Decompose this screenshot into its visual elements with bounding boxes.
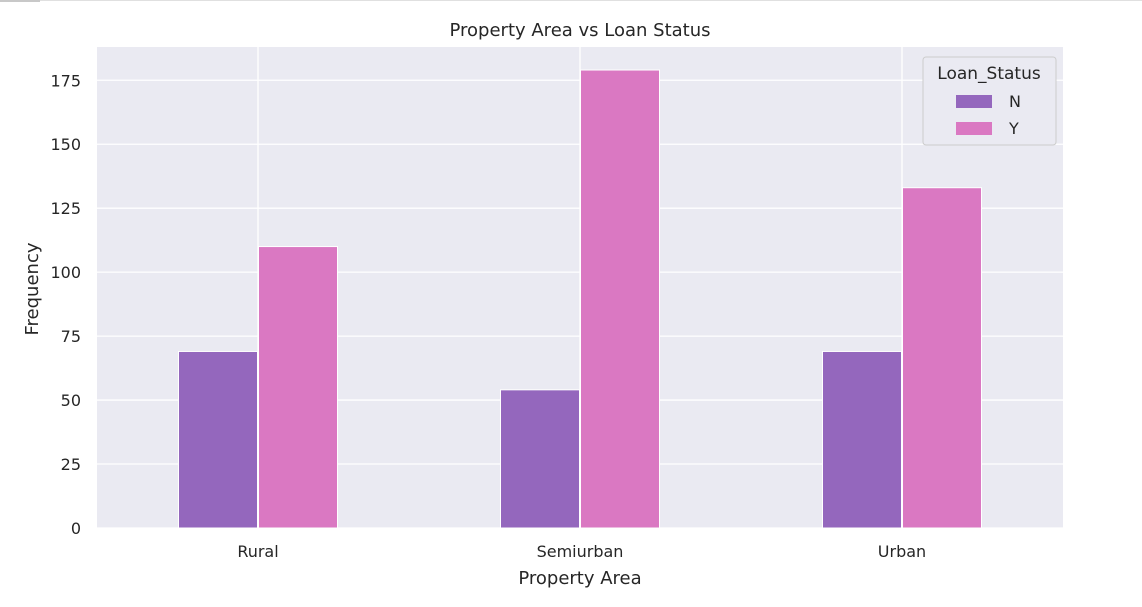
legend-swatch-y	[956, 122, 992, 135]
notebook-cell-border-accent	[0, 0, 40, 2]
y-tick-label: 75	[61, 327, 81, 346]
legend-entries: NY	[956, 92, 1021, 138]
legend-label-y: Y	[1008, 119, 1019, 138]
y-tick-label: 25	[61, 455, 81, 474]
bar-n-urban	[822, 350, 902, 529]
y-tick-label: 150	[50, 135, 81, 154]
bar-n-rural	[178, 350, 258, 529]
y-tick-label: 100	[50, 263, 81, 282]
x-tick-label: Urban	[878, 542, 926, 561]
x-axis-label: Property Area	[518, 568, 641, 589]
bars	[178, 69, 982, 529]
y-tick-label: 175	[50, 71, 81, 90]
legend-title: Loan_Status	[937, 64, 1041, 84]
bar-y-semiurban	[580, 69, 660, 529]
y-tick-label: 0	[71, 519, 81, 538]
x-tick-labels: Rural Semiurban Urban	[237, 542, 926, 561]
bar-n-semiurban	[500, 389, 580, 529]
x-tick-label: Rural	[237, 542, 278, 561]
chart-title: Property Area vs Loan Status	[449, 20, 710, 41]
legend-swatch-n	[956, 95, 992, 108]
bar-y-rural	[258, 246, 338, 529]
bar-y-urban	[902, 187, 982, 529]
legend-label-n: N	[1009, 92, 1021, 111]
legend: Loan_Status NY	[922, 56, 1057, 146]
y-tick-label: 50	[61, 391, 81, 410]
y-tick-labels: 0 25 50 75 100 125 150 175	[50, 71, 81, 538]
y-axis-label: Frequency	[22, 242, 43, 335]
notebook-cell-border	[0, 0, 1142, 1]
x-tick-label: Semiurban	[537, 542, 624, 561]
y-tick-label: 125	[50, 199, 81, 218]
